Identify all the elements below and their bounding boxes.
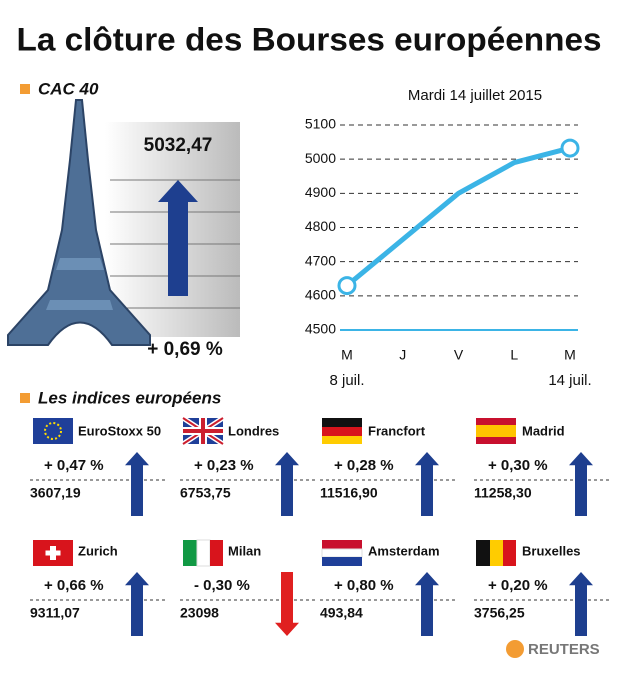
reuters-logo	[506, 640, 524, 658]
trend-arrow	[158, 180, 198, 296]
y-tick-label: 4800	[305, 218, 336, 234]
index-value: 3756,25	[474, 605, 525, 621]
y-tick-label: 4900	[305, 184, 336, 200]
x-tick-label: J	[399, 347, 406, 363]
flag-de	[322, 418, 362, 444]
index-name: Zurich	[78, 543, 118, 558]
x-tick-label: M	[341, 347, 353, 363]
y-tick-label: 4600	[305, 287, 336, 303]
index-name: Milan	[228, 543, 261, 558]
line-chart: 4500 4600 4700 4800 4900 5000 5100 M 8 juil. J V L M…	[305, 116, 592, 389]
cac-value: 5032,47	[144, 135, 213, 156]
trend-arrow	[275, 452, 299, 516]
index-value: 493,84	[320, 605, 363, 621]
index-change: + 0,28 %	[334, 457, 394, 474]
eiffel-tower	[7, 99, 151, 346]
x-tick-label: L	[510, 347, 518, 363]
x-tick-label: M	[564, 347, 576, 363]
y-tick-label: 5100	[305, 116, 336, 132]
chart-subtitle: Mardi 14 juillet 2015	[408, 87, 542, 104]
index-value: 3607,19	[30, 485, 81, 501]
flag-nl	[321, 540, 363, 566]
trend-arrow	[415, 572, 439, 636]
index-value: 11258,30	[474, 485, 532, 501]
bullet	[20, 84, 30, 94]
tower-detail	[46, 258, 113, 310]
endpoint-marker	[560, 138, 580, 158]
index-name: Londres	[228, 423, 279, 438]
flag-es	[476, 418, 516, 444]
index-name: Bruxelles	[522, 543, 581, 558]
flag-uk	[181, 415, 225, 447]
source: REUTERS	[528, 641, 600, 658]
index-value: 23098	[180, 605, 219, 621]
trend-arrow	[125, 452, 149, 516]
trend-arrow	[415, 452, 439, 516]
y-tick-label: 5000	[305, 150, 336, 166]
flags	[33, 415, 516, 567]
index-value: 11516,90	[320, 485, 378, 501]
indices-heading: Les indices européens	[38, 388, 221, 407]
x-sublabel: 14 juil.	[548, 372, 591, 389]
bullet	[20, 393, 30, 403]
index-change: + 0,23 %	[194, 457, 254, 474]
index-value: 9311,07	[30, 605, 80, 621]
y-tick-label: 4700	[305, 252, 336, 268]
x-sublabel: 8 juil.	[329, 372, 364, 389]
trend-arrow	[569, 572, 593, 636]
cac-label: CAC 40	[38, 79, 99, 98]
index-change: + 0,30 %	[488, 457, 548, 474]
index-name: Amsterdam	[368, 543, 440, 558]
index-change: + 0,66 %	[44, 577, 104, 594]
series-line	[345, 145, 571, 288]
flag-eu	[33, 418, 73, 444]
flag-be	[476, 540, 516, 566]
x-tick-label: V	[454, 347, 464, 363]
index-change: + 0,47 %	[44, 457, 104, 474]
index-change: + 0,80 %	[334, 577, 394, 594]
index-tiles: EuroStoxx 50 + 0,47 % 3607,19 Londres + 0,23…	[30, 423, 609, 636]
trend-arrow	[275, 572, 299, 636]
index-value: 6753,75	[180, 485, 231, 501]
index-change: - 0,30 %	[194, 577, 250, 594]
trend-arrow	[125, 572, 149, 636]
cac-arrow-slot	[158, 180, 198, 296]
flag-it	[183, 539, 223, 567]
endpoint-marker	[337, 276, 357, 296]
index-name: Madrid	[522, 423, 565, 438]
flag-ch	[33, 540, 73, 566]
cac-change: + 0,69 %	[147, 339, 223, 360]
index-change: + 0,20 %	[488, 577, 548, 594]
trend-arrow	[569, 452, 593, 516]
title: La clôture des Bourses européennes	[17, 21, 602, 57]
index-name: EuroStoxx 50	[78, 423, 161, 438]
y-tick-label: 4500	[305, 321, 336, 337]
index-name: Francfort	[368, 423, 426, 438]
